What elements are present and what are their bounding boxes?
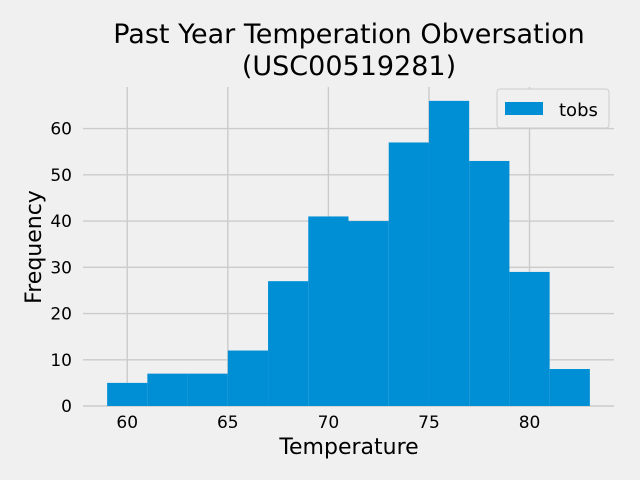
histogram-bar [107,382,148,406]
x-tick-label: 70 [318,413,340,433]
x-tick-label: 65 [217,413,239,433]
y-tick-label: 0 [61,397,72,417]
histogram-bar [469,160,510,406]
y-tick-label: 30 [50,258,72,278]
histogram-bar [388,142,429,406]
histogram-bar [187,373,228,406]
histogram-bar [348,221,389,406]
legend: tobs [496,88,610,129]
chart-title-line2: (USC00519281) [242,51,456,82]
legend-swatch [505,102,543,115]
plot-area: 60 65 70 75 80 0 10 20 30 40 50 60 [50,87,614,433]
histogram-bar [428,100,470,406]
x-tick-label: 60 [116,413,138,433]
legend-box [496,88,610,129]
y-axis-label: Frequency [22,190,47,304]
y-tick-label: 10 [50,351,72,371]
y-tick-label: 50 [50,166,72,186]
histogram-bar [549,369,590,406]
x-axis-label: Temperature [278,435,418,460]
histogram-bar [147,373,188,406]
x-tick-label: 75 [418,413,440,433]
legend-label: tobs [559,100,598,121]
histogram-bar [227,350,269,406]
histogram-bar [509,271,550,406]
y-tick-label: 20 [50,305,72,325]
histogram-bar [268,281,309,406]
x-tick-label: 80 [519,413,541,433]
y-tick-label: 60 [50,120,72,140]
chart-title-line1: Past Year Temperation Obversation [113,19,585,50]
y-tick-label: 40 [50,212,72,232]
histogram-bar [308,216,349,406]
